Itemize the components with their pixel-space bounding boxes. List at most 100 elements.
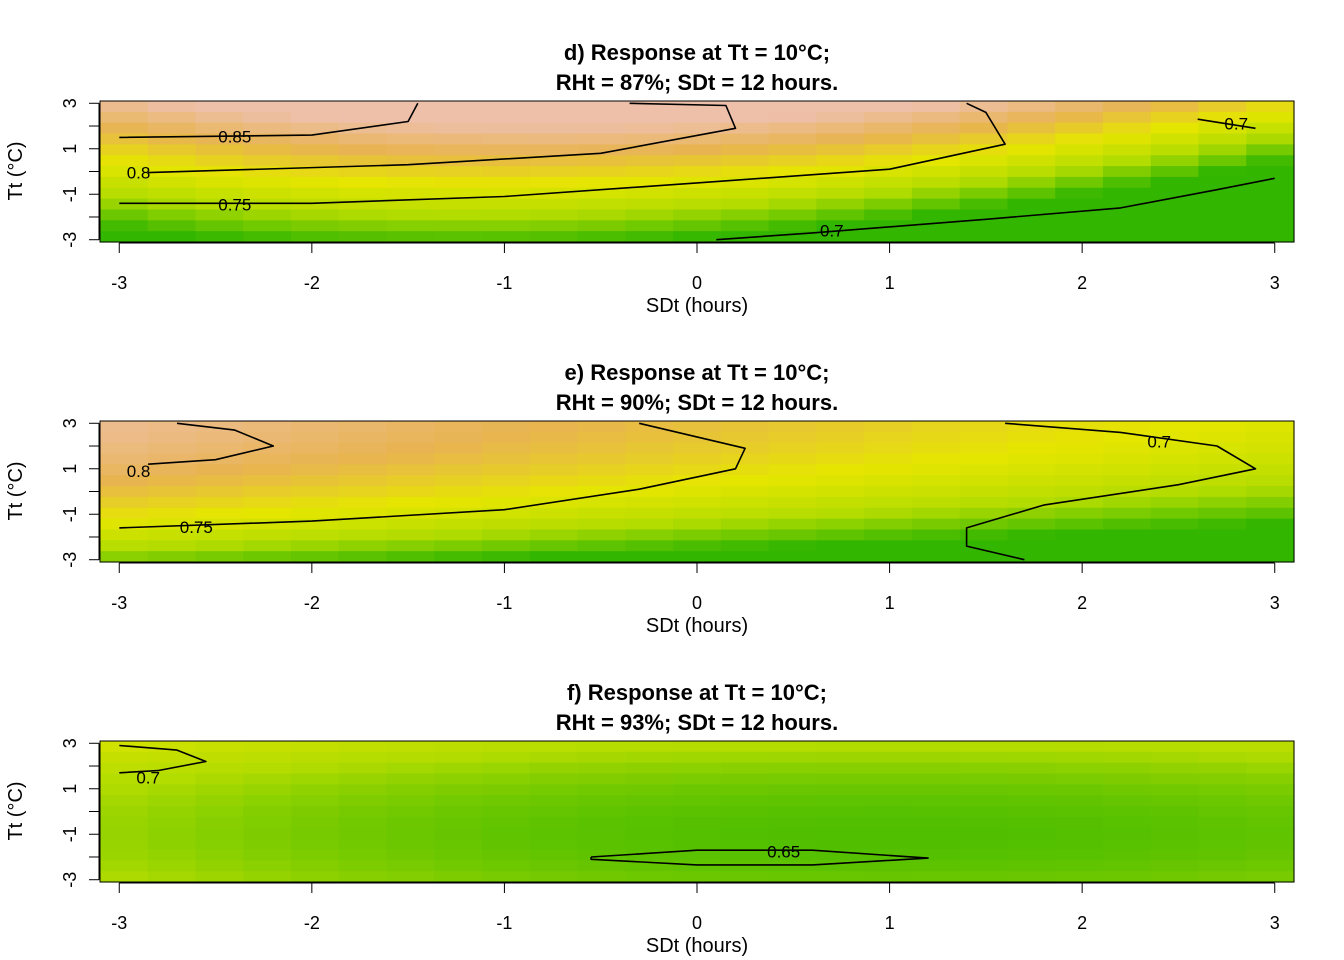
heatmap-cell [673, 209, 722, 221]
x-axis-title: SDt (hours) [646, 935, 748, 957]
heatmap-cell [386, 806, 435, 818]
heatmap-cell [1198, 475, 1247, 487]
heatmap-cell [291, 784, 340, 796]
heatmap-cell [959, 111, 1009, 124]
heatmap-cell [1007, 111, 1056, 124]
heatmap-cell [529, 166, 579, 178]
heatmap-cell [1102, 816, 1152, 829]
heatmap-cell [338, 849, 388, 861]
heatmap-cell [625, 507, 674, 520]
heatmap-cell [1102, 122, 1152, 135]
heatmap-cell [482, 741, 531, 753]
heatmap-cell [1246, 838, 1295, 851]
heatmap-cell [911, 231, 961, 243]
heatmap-cell [1198, 507, 1247, 520]
heatmap-cell [720, 762, 770, 775]
heatmap-cell [577, 442, 626, 455]
y-tick-label: -1 [60, 826, 80, 842]
heatmap-cell [625, 762, 674, 775]
heatmap-cell [147, 816, 197, 829]
x-tick-label: 1 [885, 273, 895, 293]
heatmap-cell [338, 806, 388, 818]
heatmap-cell [577, 464, 626, 476]
heatmap-cell [195, 871, 244, 883]
panel-f: f) Response at Tt = 10°C; RHt = 93%; SDt… [5, 680, 1295, 957]
heatmap-cell [1150, 849, 1200, 861]
heatmap-cell [577, 507, 626, 520]
heatmap-cell [720, 220, 770, 232]
heatmap-cell [338, 741, 388, 753]
heatmap-cell [720, 486, 770, 498]
heatmap-cell [768, 176, 817, 189]
heatmap-cell [291, 838, 340, 851]
heatmap-cell [720, 816, 770, 829]
heatmap-cell [1198, 464, 1247, 476]
heatmap-cell [338, 431, 388, 444]
heatmap-cell [673, 220, 722, 232]
heatmap-cell [386, 507, 435, 520]
heatmap-cell [147, 220, 197, 232]
heatmap-cell [386, 849, 435, 861]
heatmap-cell [1007, 507, 1056, 520]
heatmap-cell [1102, 795, 1152, 807]
heatmap-cell [482, 784, 531, 796]
heatmap-cell [291, 795, 340, 807]
heatmap-cell [625, 795, 674, 807]
heatmap-cell [1198, 101, 1247, 113]
heatmap-cell [1007, 518, 1056, 531]
heatmap-cell [911, 464, 961, 476]
heatmap-cell [1246, 442, 1295, 455]
heatmap-cell [482, 187, 531, 200]
heatmap-cell [434, 806, 483, 818]
heatmap-cell [386, 122, 435, 135]
heatmap-cell [1198, 806, 1247, 818]
heatmap-cell [816, 849, 865, 861]
heatmap-cell [864, 144, 913, 156]
heatmap-cell [434, 209, 483, 221]
heatmap-cell [243, 220, 292, 232]
heatmap-cell [720, 838, 770, 851]
heatmap-cell [338, 166, 388, 178]
heatmap-cell [529, 453, 579, 465]
heatmap-cell [959, 827, 1009, 840]
y-tick-label: 3 [60, 418, 80, 428]
heatmap-cell [959, 806, 1009, 818]
heatmap-cell [1246, 849, 1295, 861]
heatmap-cell [768, 540, 817, 552]
heatmap-cell [291, 101, 340, 113]
heatmap-cell [529, 741, 579, 753]
heatmap-cell [959, 475, 1009, 487]
heatmap-cell [673, 421, 722, 433]
heatmap-cell [195, 231, 244, 243]
heatmap-cell [1150, 122, 1200, 135]
heatmap-cell [1246, 507, 1295, 520]
heatmap-cell [482, 762, 531, 775]
heatmap-cell [386, 209, 435, 221]
heatmap-cell [195, 806, 244, 818]
heatmap-cell [338, 496, 388, 509]
heatmap-cell [768, 421, 817, 433]
heatmap-cell [625, 166, 674, 178]
heatmap-cell [673, 806, 722, 818]
heatmap-cell [243, 751, 292, 764]
heatmap-cell [100, 231, 149, 243]
heatmap-cell [864, 751, 913, 764]
heatmap-cell [1055, 795, 1104, 807]
heatmap-cell [147, 773, 197, 785]
x-tick-label: 1 [885, 593, 895, 613]
heatmap-cell [291, 540, 340, 552]
heatmap-cell [434, 795, 483, 807]
heatmap-cell [864, 209, 913, 221]
heatmap-cell [1055, 155, 1104, 167]
heatmap-cell [911, 551, 961, 563]
heatmap-cell [243, 496, 292, 509]
heatmap-cell [959, 507, 1009, 520]
heatmap-cell [434, 442, 483, 455]
heatmap-cell [1102, 773, 1152, 785]
heatmap-cell [482, 806, 531, 818]
heatmap-cell [1055, 187, 1104, 200]
heatmap-cell [529, 133, 579, 145]
heatmap-cell [1150, 540, 1200, 552]
heatmap-cell [1198, 838, 1247, 851]
heatmap-cell [816, 198, 865, 211]
